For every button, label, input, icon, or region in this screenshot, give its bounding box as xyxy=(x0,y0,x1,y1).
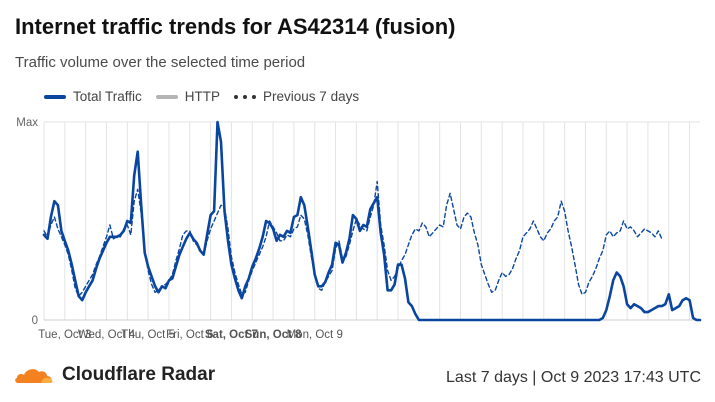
brand-name: Cloudflare Radar xyxy=(62,364,216,385)
cloudflare-logo[interactable]: Cloudflare Radar xyxy=(14,364,215,386)
legend-item-http[interactable]: HTTP xyxy=(155,89,221,104)
series-line-previous-7-days[interactable] xyxy=(43,180,663,297)
x-tick-label-6: Mon, Oct 9 xyxy=(287,329,343,341)
legend-label-http: HTTP xyxy=(184,89,221,104)
legend-swatch-total-traffic xyxy=(44,94,66,99)
time-range-info: Last 7 days | Oct 9 2023 17:43 UTC xyxy=(446,369,701,386)
x-tick-label-3: Fri, Oct 6 xyxy=(166,329,213,341)
x-tick-label-2: Thu, Oct 5 xyxy=(121,329,175,341)
legend-swatch-http xyxy=(155,94,178,99)
y-tick-label-0: Max xyxy=(16,117,38,129)
legend-label-total-traffic: Total Traffic xyxy=(73,89,142,104)
legend-swatch-previous-7-days xyxy=(234,94,257,99)
cloudflare-cloud-icon xyxy=(15,369,53,383)
chart-legend: Total Traffic HTTP Previous 7 days xyxy=(44,89,359,104)
x-tick-label-1: Wed, Oct 4 xyxy=(78,329,136,341)
legend-item-previous-7-days[interactable]: Previous 7 days xyxy=(234,89,359,104)
chart-title: Internet traffic trends for AS42314 (fus… xyxy=(15,14,456,39)
x-tick-label-5: Sun, Oct 8 xyxy=(245,329,302,341)
legend-item-total-traffic[interactable]: Total Traffic xyxy=(44,89,142,104)
chart-subtitle: Traffic volume over the selected time pe… xyxy=(15,54,306,71)
legend-label-previous-7-days: Previous 7 days xyxy=(263,89,360,104)
series-line-total-traffic[interactable] xyxy=(42,120,702,322)
x-tick-label-0: Tue, Oct 3 xyxy=(38,329,91,341)
y-tick-label-1: 0 xyxy=(32,315,38,327)
x-tick-label-4: Sat, Oct 7 xyxy=(205,329,258,341)
